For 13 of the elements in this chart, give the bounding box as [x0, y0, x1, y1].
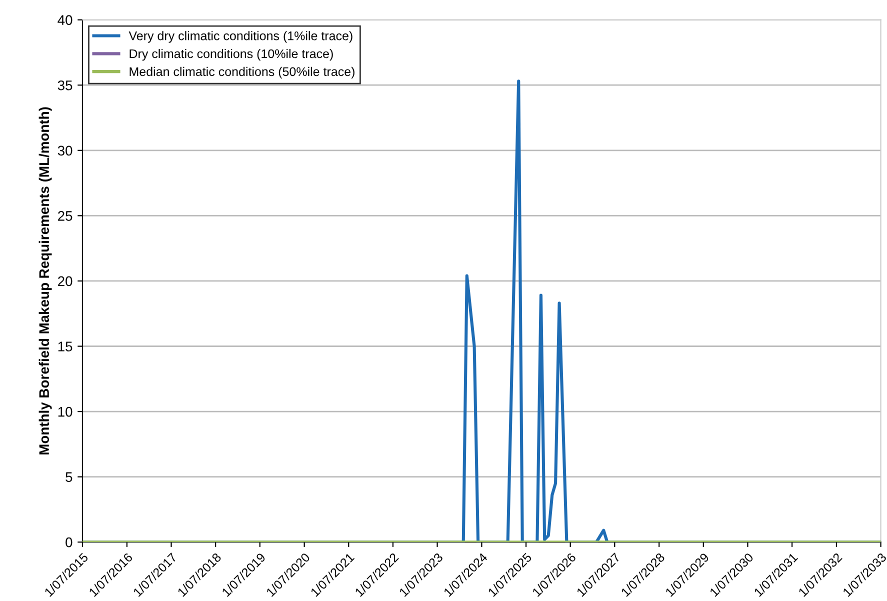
y-tick-label: 5	[66, 472, 72, 482]
legend-label: Very dry climatic conditions (1%ile trace)	[128, 31, 352, 43]
legend-label: Median climatic conditions (50%ile trace)	[130, 66, 354, 79]
y-tick-label: 30	[58, 146, 72, 156]
y-tick-label: 15	[58, 342, 72, 352]
y-tick-label: 0	[66, 537, 72, 548]
y-tick-label: 10	[58, 406, 72, 417]
legend-label: Dry climatic conditions (10%ile trace)	[130, 48, 333, 61]
y-axis-title: Monthly Borefield Makeup Requirements (ML/month)	[38, 107, 52, 454]
y-tick-label: 25	[58, 211, 72, 221]
y-tick-label: 20	[58, 276, 72, 286]
y-tick-label: 35	[58, 80, 72, 90]
y-tick-label: 40	[58, 15, 72, 25]
